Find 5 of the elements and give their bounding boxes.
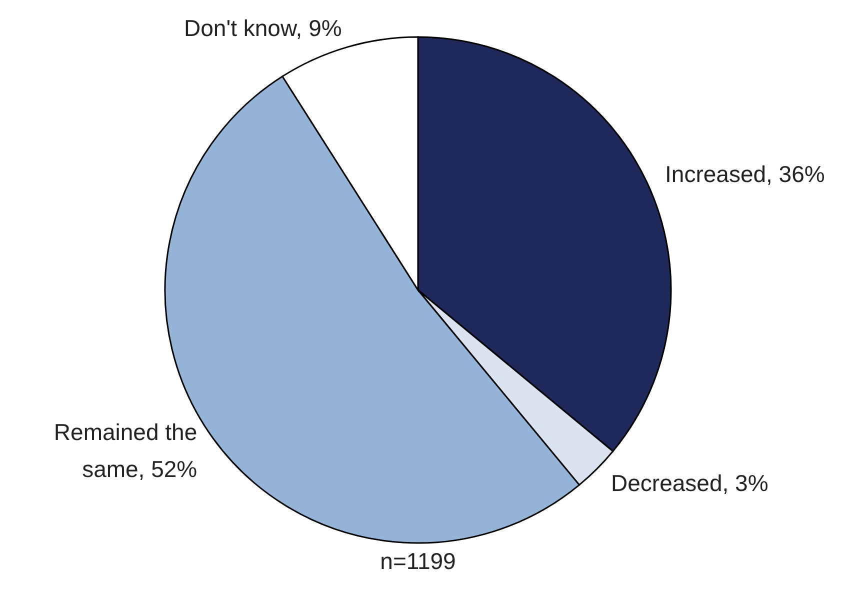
text: n=1199 bbox=[379, 548, 457, 575]
slice-label: Don't know, 9% bbox=[184, 14, 342, 41]
slice-label: Increased, 36% bbox=[665, 160, 825, 187]
slice-label: Decreased, 3% bbox=[611, 470, 768, 496]
slice-label: Remained the same, 52% bbox=[54, 418, 198, 482]
